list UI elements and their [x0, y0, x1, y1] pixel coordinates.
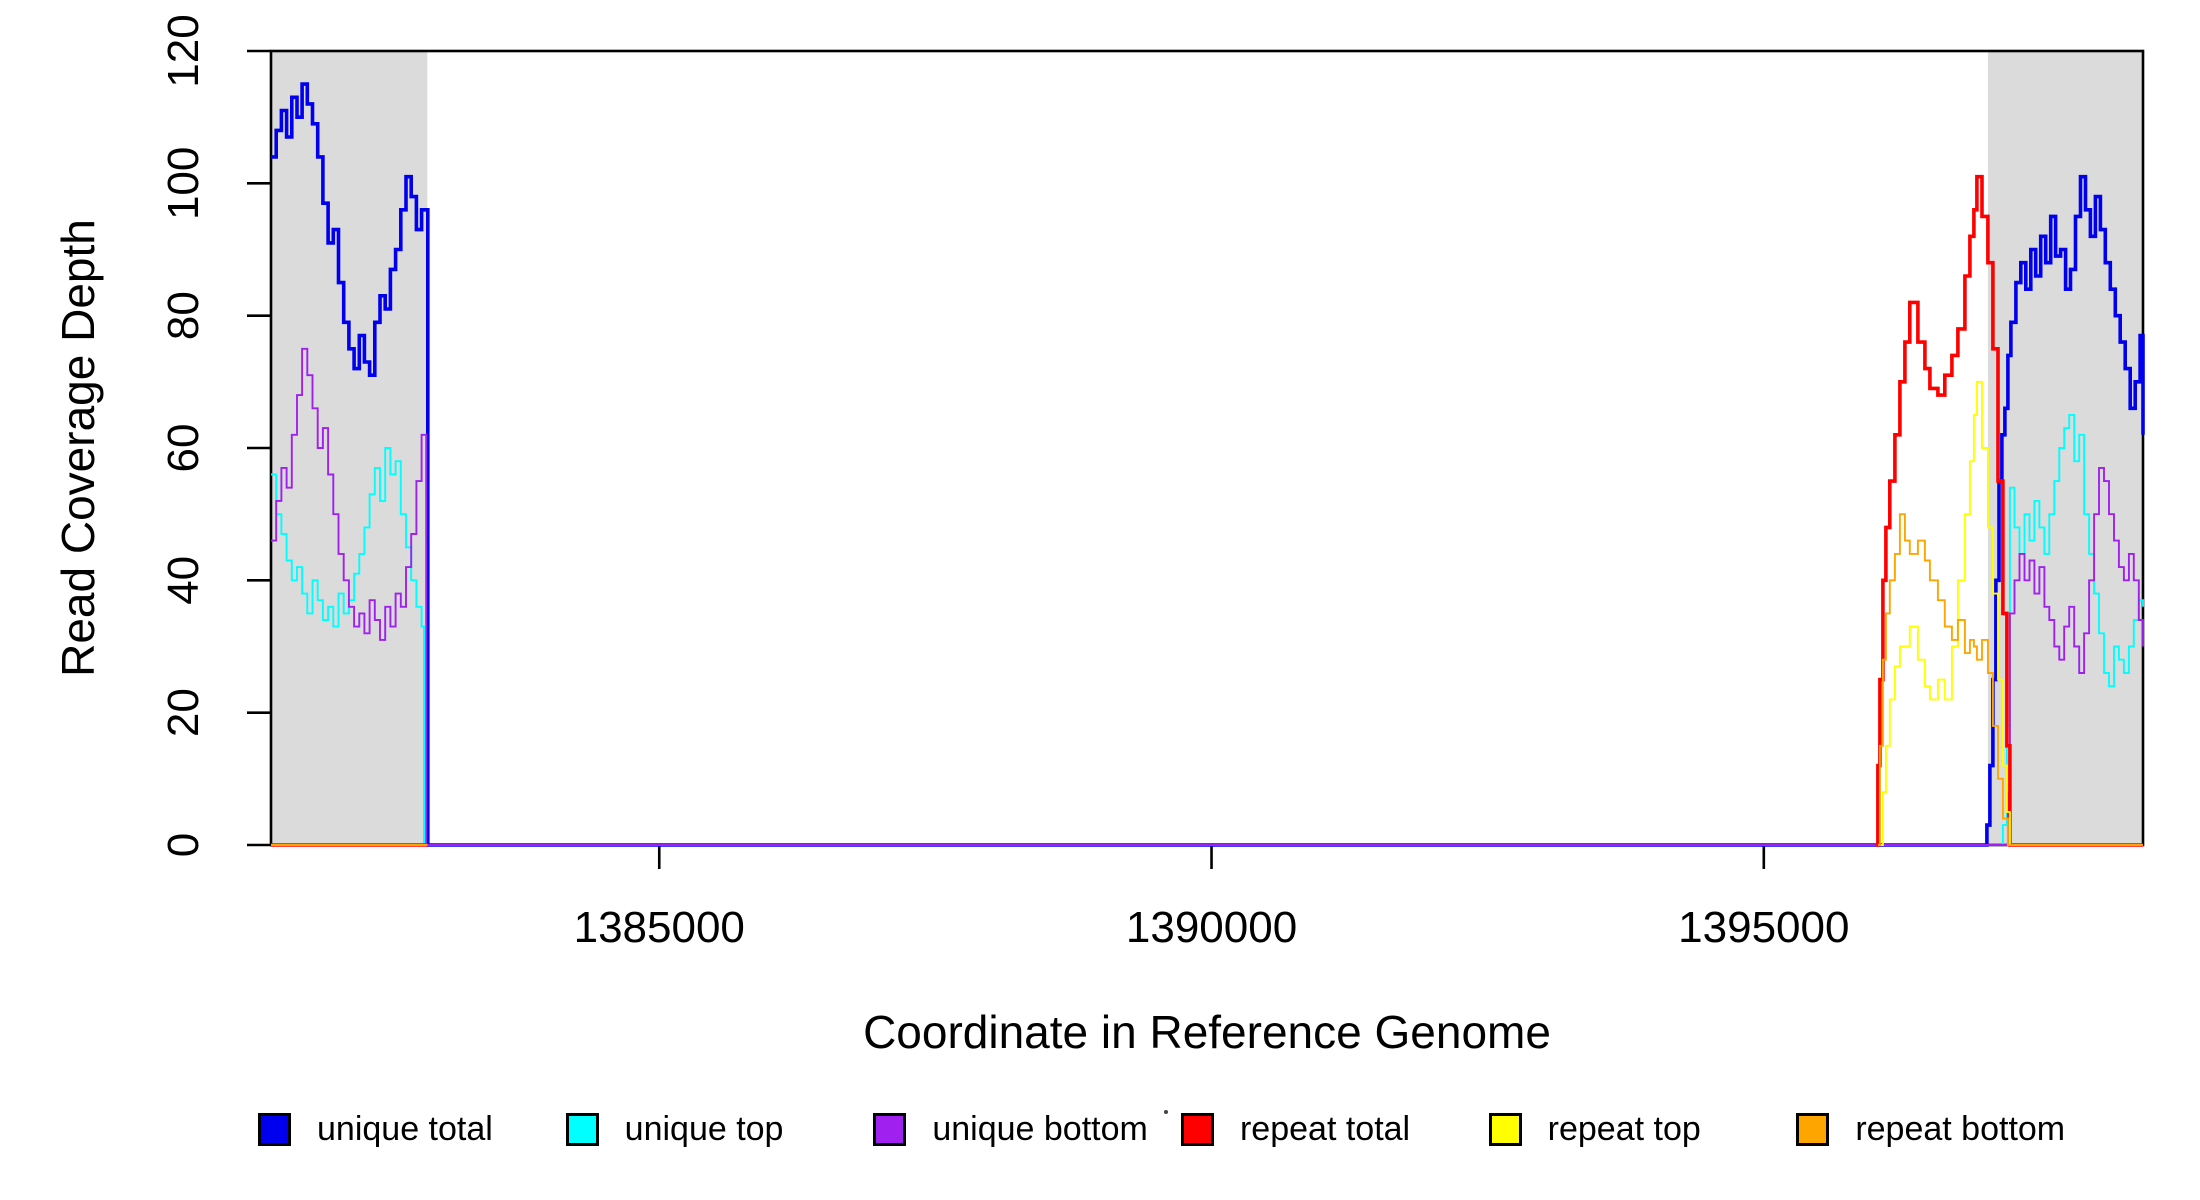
series-line-repeat-top	[1880, 380, 2143, 846]
series-line-unique-bottom	[271, 347, 2144, 846]
legend-swatch-unique-top	[565, 1112, 599, 1146]
legend-label: repeat top	[1547, 1109, 1701, 1148]
legend-label: repeat bottom	[1855, 1109, 2066, 1148]
y-tick-label: 40	[159, 556, 208, 605]
shaded-region-left	[271, 51, 428, 845]
series-line-unique-total	[271, 82, 2145, 847]
y-tick-label: 60	[159, 424, 208, 473]
y-tick-label: 80	[159, 291, 208, 340]
y-tick-label: 20	[159, 688, 208, 737]
y-tick-label: 100	[159, 147, 208, 220]
legend-item-unique-bottom: unique bottom	[873, 1110, 1181, 1149]
legend-swatch-unique-bottom	[873, 1112, 907, 1146]
legend-swatch-repeat-bottom	[1796, 1112, 1830, 1146]
y-tick-label: 0	[159, 833, 208, 857]
series-line-unique-top	[271, 413, 2144, 846]
legend-item-repeat-total: repeat total	[1180, 1109, 1489, 1149]
series-line-repeat-total	[1875, 174, 2143, 847]
y-tick-label: 120	[159, 14, 208, 87]
legend-label: unique top	[624, 1109, 784, 1148]
legend-item-unique-top: unique top	[565, 1109, 874, 1149]
legend-swatch-repeat-total	[1180, 1112, 1214, 1146]
y-axis-title: Read Coverage Depth	[52, 219, 104, 677]
legend-item-unique-total: unique total	[258, 1110, 566, 1149]
legend-label: unique total	[317, 1109, 493, 1148]
legend-label: repeat total	[1239, 1109, 1411, 1148]
legend: unique total unique top unique bottom repea…	[258, 1102, 2104, 1156]
legend-label: unique bottom	[932, 1109, 1148, 1148]
x-axis-title: Coordinate in Reference Genome	[863, 1006, 1551, 1058]
x-tick-label: 1390000	[1126, 903, 1297, 952]
legend-item-repeat-top: repeat top	[1488, 1109, 1797, 1149]
x-tick-label: 1395000	[1678, 903, 1849, 952]
stray-dot	[1164, 1110, 1168, 1114]
shaded-region-right	[1987, 51, 2143, 845]
legend-swatch-repeat-top	[1488, 1112, 1522, 1146]
plot-box	[269, 49, 2145, 847]
series-line-repeat-bottom	[1877, 513, 2143, 846]
legend-item-repeat-bottom: repeat bottom	[1796, 1110, 2104, 1149]
legend-swatch-unique-total	[258, 1112, 291, 1146]
x-tick-label: 1385000	[574, 903, 745, 952]
